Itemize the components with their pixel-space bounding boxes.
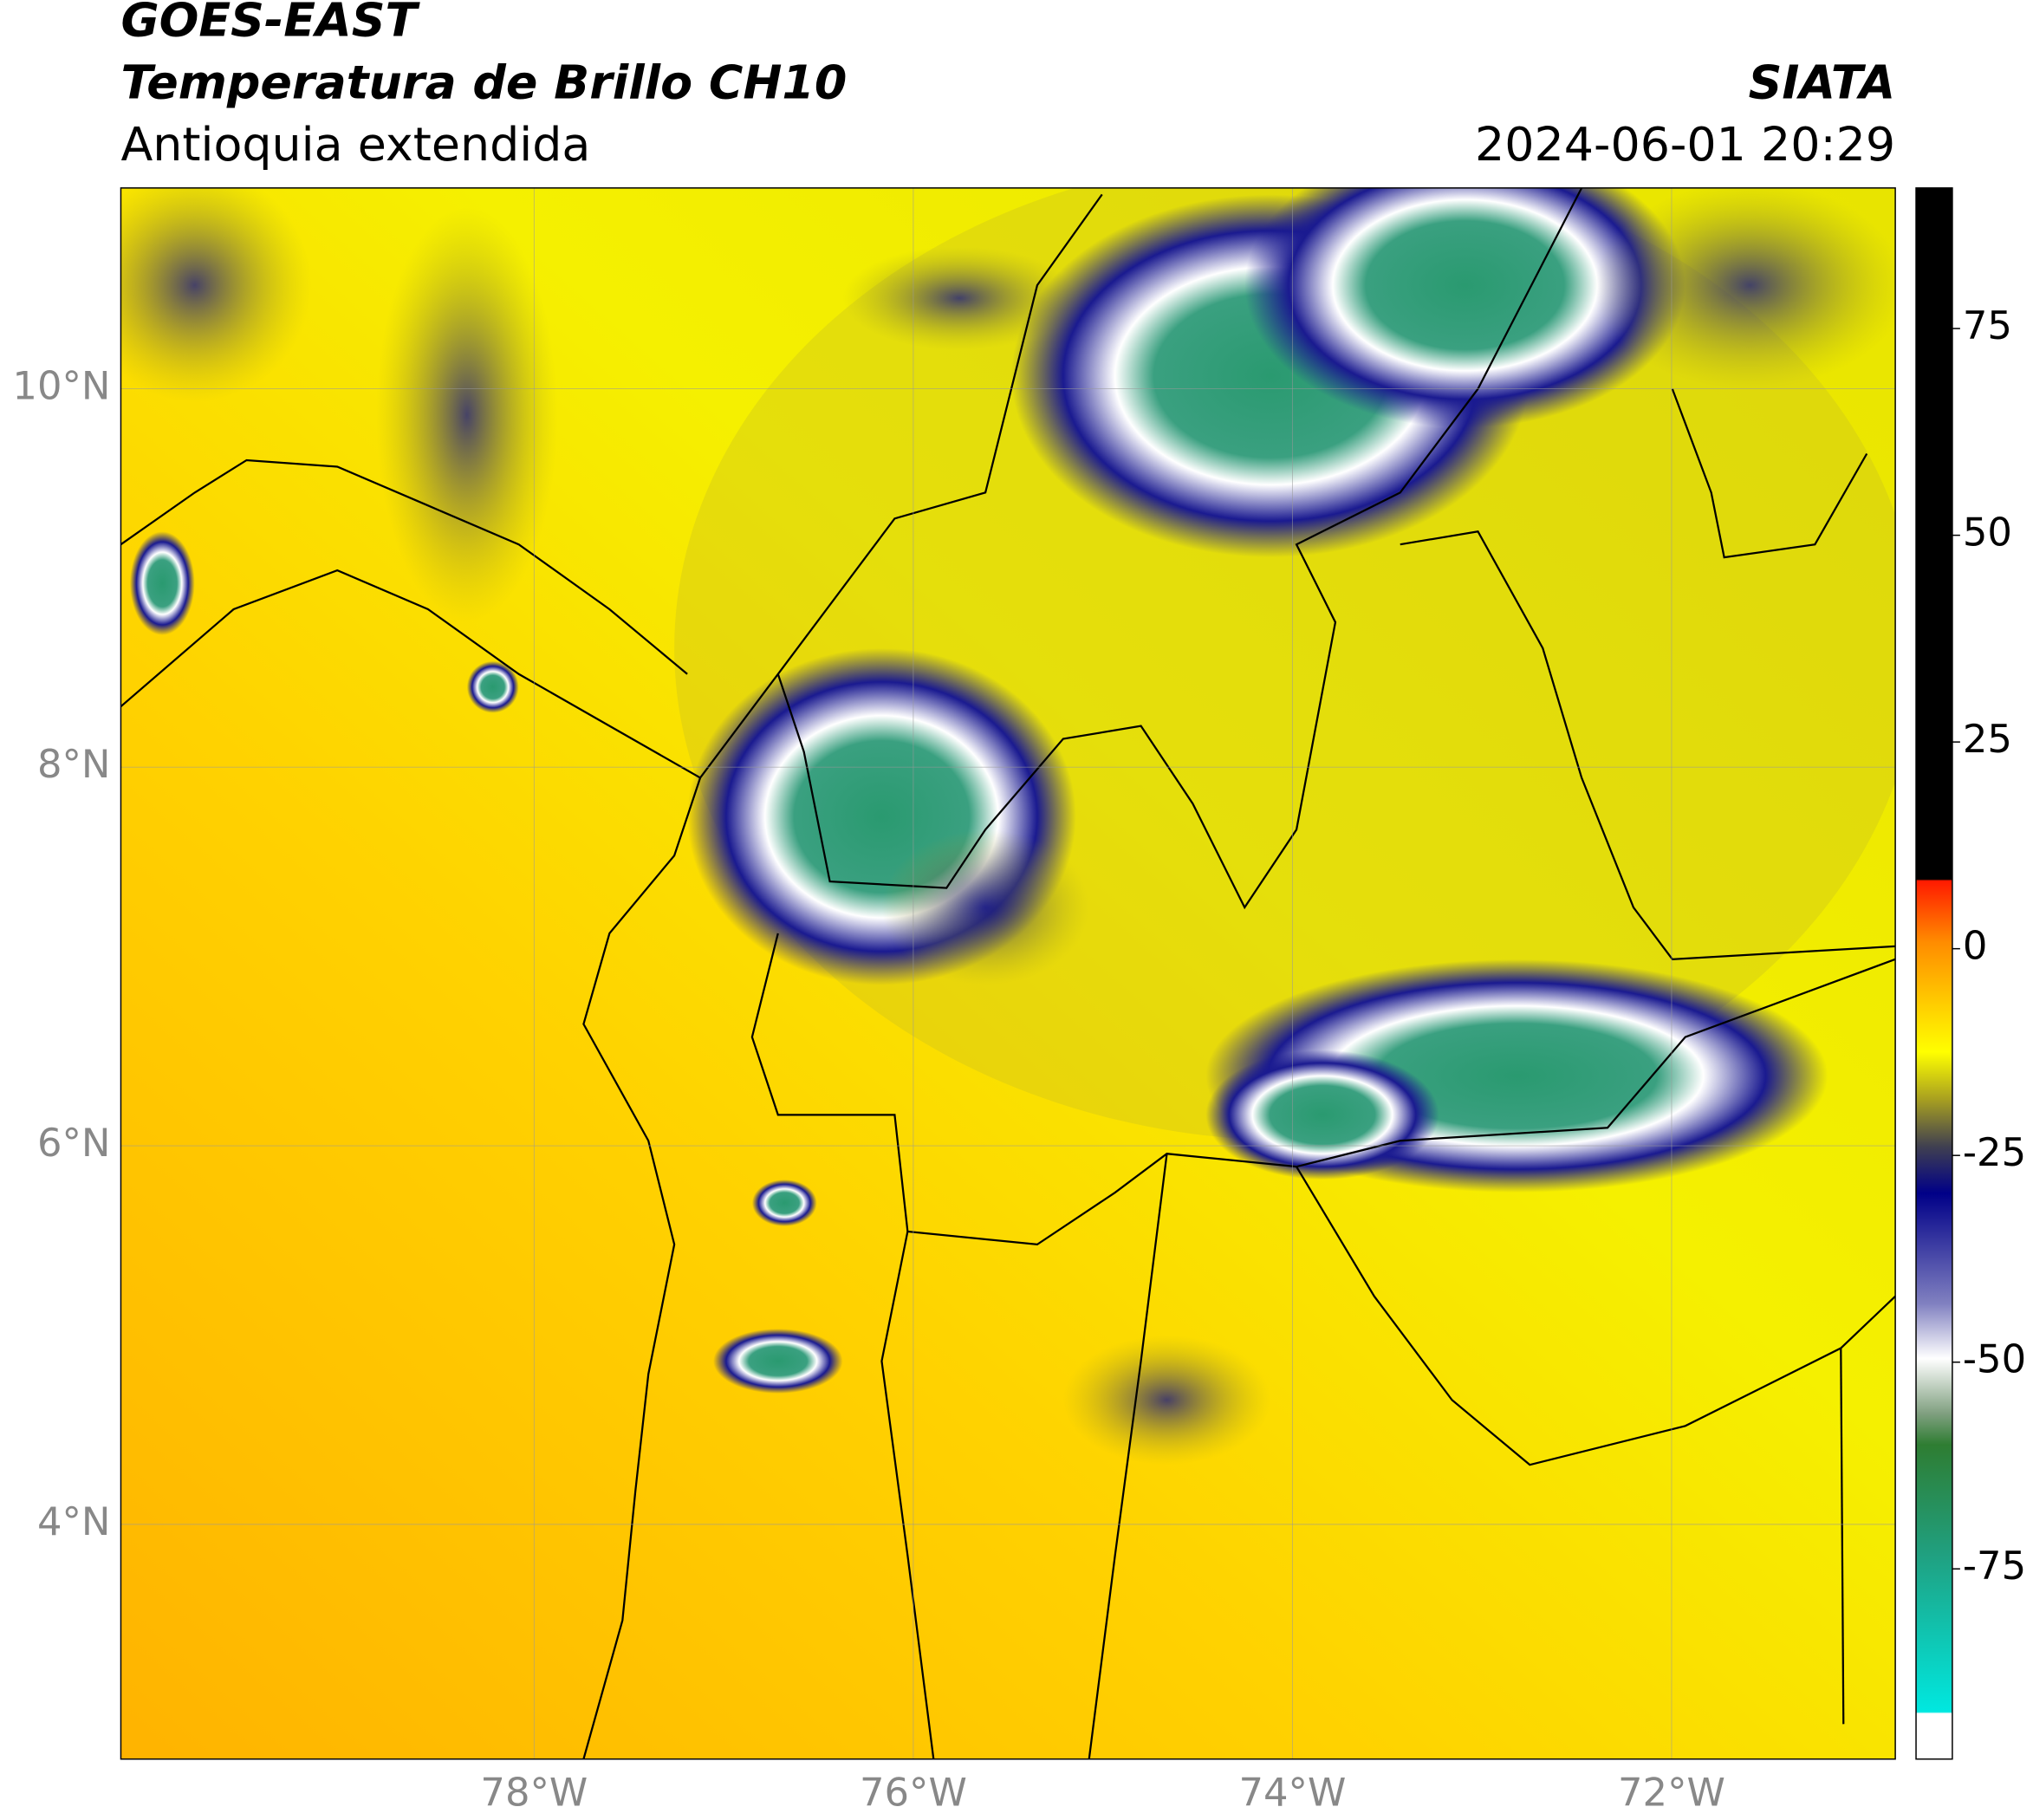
x-tick-label: 78°W (480, 1770, 588, 1816)
map-frame (120, 187, 1896, 1760)
colorbar (1915, 187, 1953, 1760)
y-tick-label: 8°N (37, 741, 111, 787)
x-tick-label: 72°W (1618, 1770, 1725, 1816)
region: Antioquia extendida (120, 117, 590, 172)
x-tick-label: 76°W (860, 1770, 967, 1816)
colorbar-tick-label: 0 (1963, 923, 1988, 969)
colorbar-tick-label: -50 (1963, 1336, 2026, 1382)
x-tick-label: 74°W (1238, 1770, 1346, 1816)
title: GOES-EAST (120, 0, 420, 48)
subtitle: Temperatura de Brillo CH10 (120, 55, 847, 109)
y-tick-label: 10°N (12, 362, 110, 408)
colorbar-tick-label: -25 (1963, 1129, 2026, 1175)
colorbar-tick-label: 50 (1963, 510, 2012, 556)
y-tick-label: 4°N (37, 1498, 111, 1544)
y-tick-label: 6°N (37, 1120, 111, 1166)
map-image (120, 187, 1896, 1759)
colorbar-tick-label: 25 (1963, 716, 2012, 762)
datetime: 2024-06-01 20:29 (1475, 117, 1895, 172)
colorbar-tick-label: -75 (1963, 1543, 2026, 1589)
colorbar-tick-label: 75 (1963, 302, 2012, 348)
source: SIATA (1749, 55, 1896, 109)
